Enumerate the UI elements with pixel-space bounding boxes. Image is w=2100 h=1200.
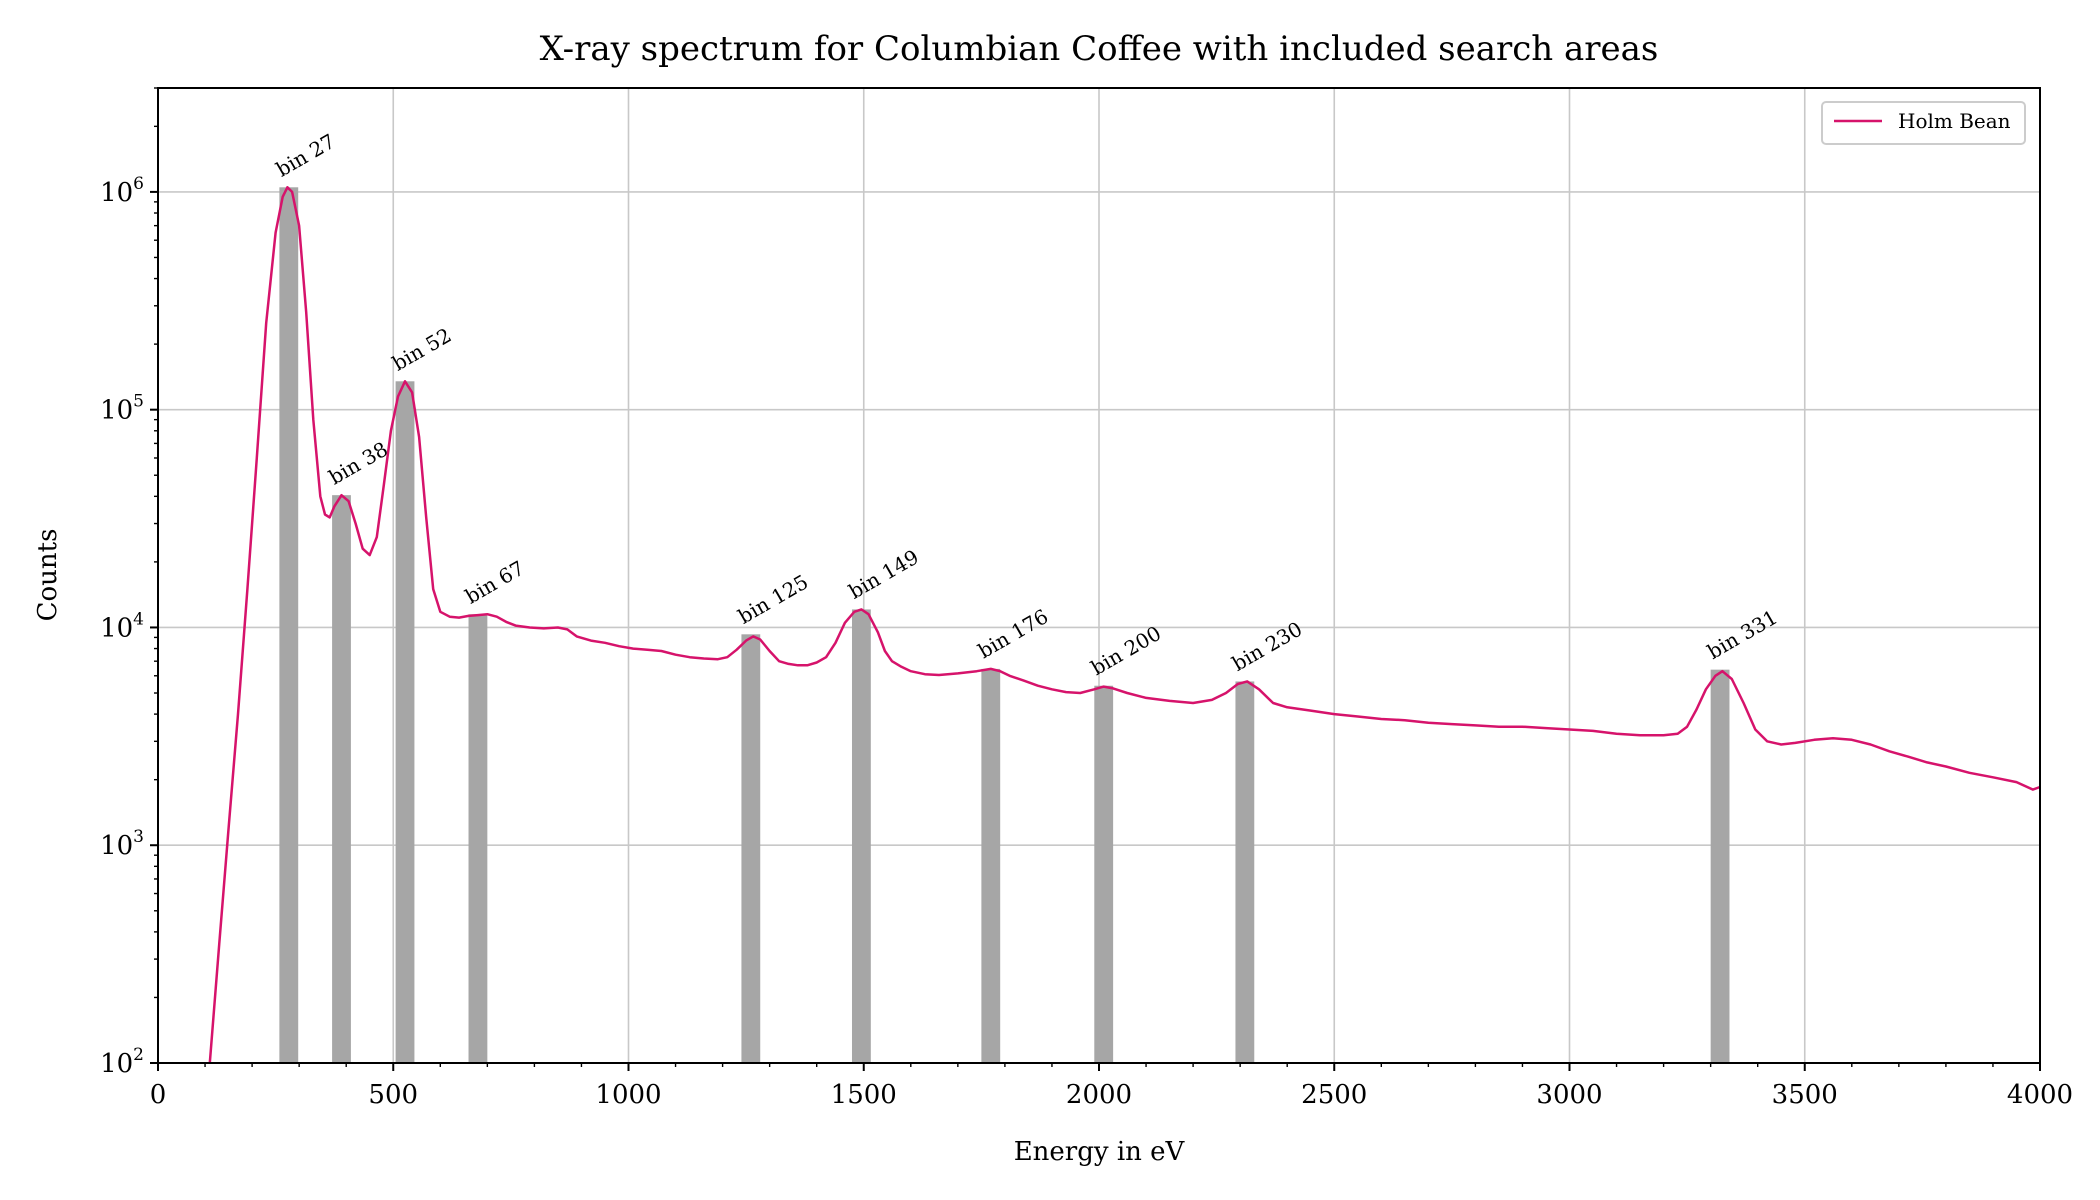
search-area-bar [468,614,488,1063]
search-area-bar [1710,669,1730,1063]
legend-label-holm-bean: Holm Bean [1898,109,2011,133]
x-tick-label: 500 [368,1080,418,1110]
x-tick-label: 0 [150,1080,167,1110]
x-tick-label: 2000 [1066,1080,1132,1110]
x-tick-label: 3000 [1536,1080,1602,1110]
x-tick-label: 4000 [2007,1080,2073,1110]
x-tick-label: 1000 [595,1080,661,1110]
search-area-bar [332,495,351,1063]
search-area-bar [395,381,415,1063]
y-tick-label: 105 [100,392,144,426]
search-area-bar [741,634,761,1063]
y-axis-label: Counts [33,529,63,622]
y-tick-label: 106 [100,174,144,208]
search-area-bar [279,187,299,1064]
y-tick-label: 102 [100,1045,144,1079]
x-tick-label: 3500 [1772,1080,1838,1110]
spectrum-line [208,186,2041,1064]
grid-layer [158,88,2040,1063]
legend-box [1821,101,2026,145]
x-tick-label: 1500 [831,1080,897,1110]
legend: Holm Bean [1821,101,2026,145]
search-area-bar [981,668,1001,1063]
y-tick-label: 103 [100,827,144,861]
search-area-bar [1235,681,1255,1063]
series-layer [208,186,2041,1064]
x-axis-label: Energy in eV [1014,1137,1186,1167]
search-area-layer [279,187,1730,1064]
x-tick-label: 2500 [1301,1080,1367,1110]
chart-title: X-ray spectrum for Columbian Coffee with… [540,29,1659,69]
y-tick-label: 104 [100,609,144,643]
tick-layer: 0 500 1000 1500 2000 2500 3000 3500 4000 102 103 10… [100,87,2073,1110]
search-area-bar [851,609,871,1063]
search-area-bar [1094,685,1114,1063]
